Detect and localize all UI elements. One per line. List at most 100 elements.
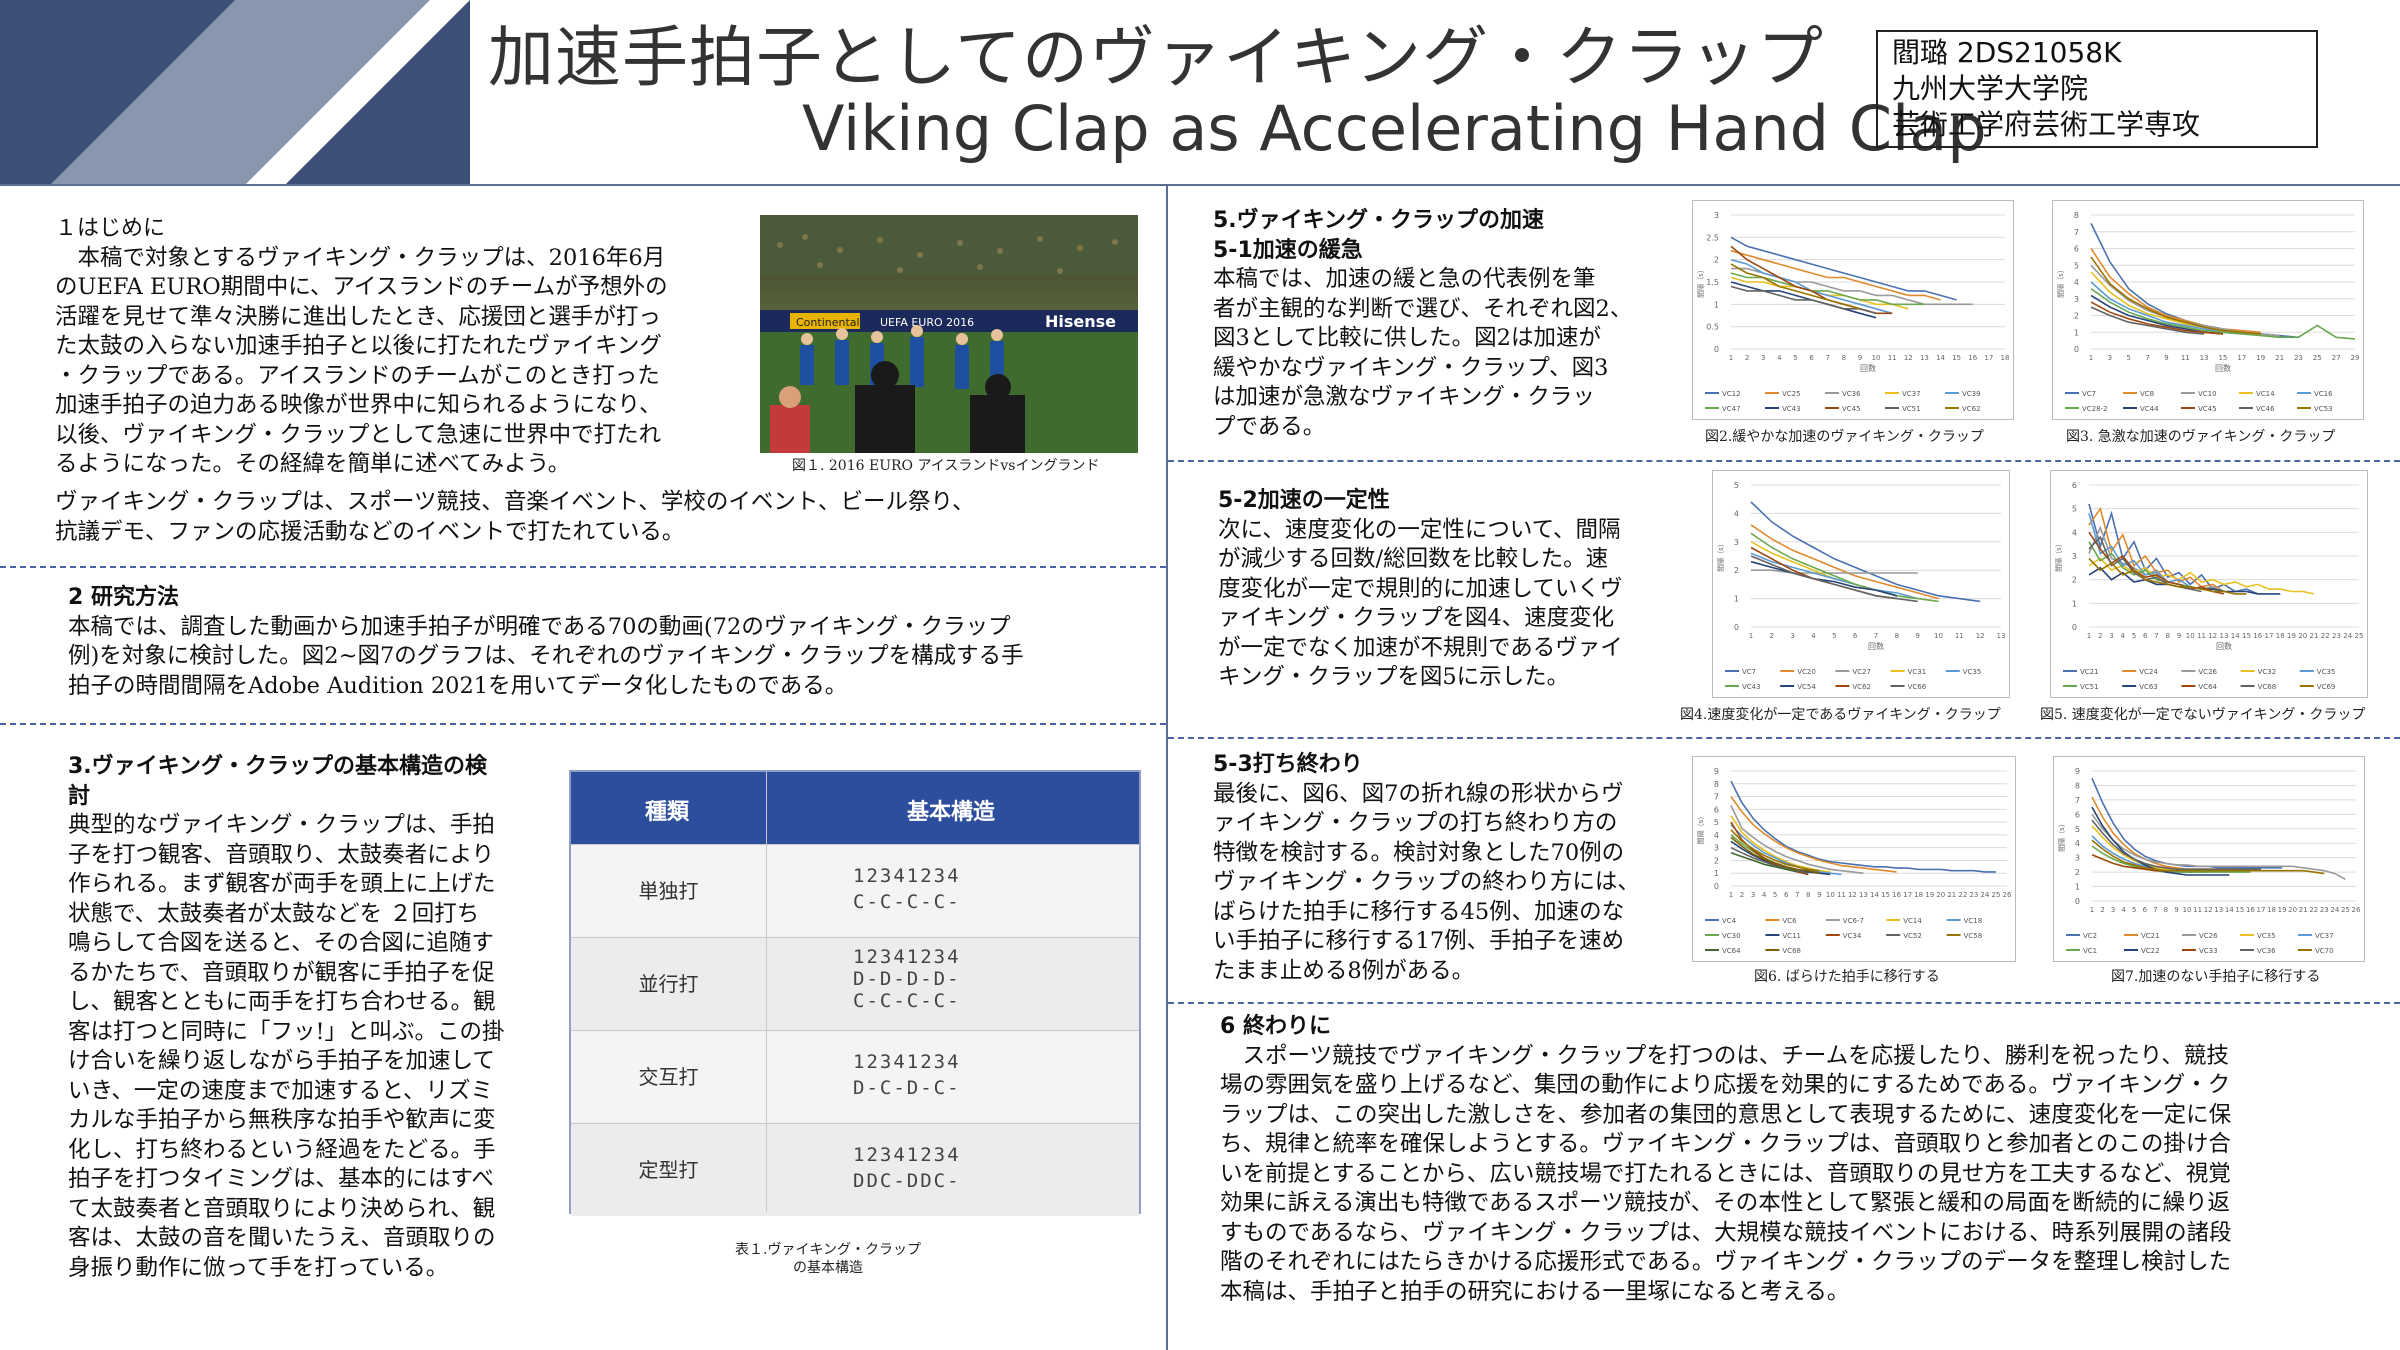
series-line-vc20 bbox=[1750, 524, 1939, 600]
section-introduction: １はじめに 本稿で対象とするヴァイキング・クラップは、2016年6月 のUEFA… bbox=[55, 214, 755, 480]
figure-7-caption: 図7.加速のない手拍子に移行する bbox=[2111, 969, 2321, 985]
y-tick-label: 7 bbox=[2074, 228, 2079, 237]
x-tick-label: 19 bbox=[2278, 906, 2287, 914]
author-box: 閻璐 2DS21058K 九州大学大学院 芸術工学府芸術工学専攻 bbox=[1876, 30, 2318, 148]
x-tick-label: 21 bbox=[2275, 354, 2284, 362]
x-tick-label: 11 bbox=[2181, 354, 2190, 362]
x-tick-label: 8 bbox=[1842, 354, 1846, 362]
y-tick-label: 8 bbox=[1714, 780, 1719, 789]
series-line-vc35 bbox=[1750, 552, 1918, 600]
legend-label: VC68 bbox=[1782, 947, 1801, 955]
x-tick-label: 1 bbox=[2087, 632, 2091, 640]
paragraph-line: 最後に、図6、図7の折れ線の形状からヴ bbox=[1213, 780, 1624, 807]
paragraph-line: 緩やかなヴァイキング・クラップ、図3 bbox=[1213, 354, 1609, 381]
author-affiliation-2: 芸術工学府芸術工学専攻 bbox=[1892, 108, 2201, 141]
divider-5-1-5-2 bbox=[1168, 460, 2400, 462]
x-tick-label: 15 bbox=[2219, 354, 2228, 362]
legend-label: VC14 bbox=[2256, 390, 2275, 398]
section-introduction-tail: ヴァイキング・クラップは、スポーツ競技、音楽イベント、学校のイベント、ビール祭り… bbox=[55, 488, 1155, 547]
legend-label: VC63 bbox=[2139, 683, 2158, 691]
legend-label: VC64 bbox=[1722, 947, 1741, 955]
x-tick-label: 6 bbox=[2143, 906, 2148, 914]
x-tick-label: 25 bbox=[2355, 632, 2364, 640]
legend-label: VC33 bbox=[2199, 947, 2218, 955]
beat-pattern: C-C-C-C- bbox=[853, 891, 961, 913]
x-tick-label: 2 bbox=[1745, 354, 1749, 362]
x-tick-label: 20 bbox=[2288, 906, 2297, 914]
table-cell-kind: 定型打 bbox=[638, 1158, 699, 1182]
legend-label: VC58 bbox=[1964, 932, 1983, 940]
series-line-vc6-7 bbox=[1730, 805, 1864, 874]
subsection-heading: 5-2加速の一定性 bbox=[1218, 488, 1390, 513]
paragraph-line: カルな手拍子から無秩序な拍手や歓声に変 bbox=[68, 1107, 496, 1133]
y-tick-label: 0 bbox=[2072, 623, 2077, 632]
paragraph-line: 活躍を見せて準々決勝に進出したとき、応援団と選手が打っ bbox=[55, 303, 661, 330]
table-header: 種類 基本構造 bbox=[571, 772, 1139, 844]
paragraph-line: 本稿は、手拍子と拍手の研究における一里塚になると考える。 bbox=[1220, 1278, 1850, 1305]
paragraph-line: キング・クラップを図5に示した。 bbox=[1218, 664, 1570, 690]
x-tick-label: 5 bbox=[1773, 891, 1777, 899]
figure-5-caption: 図5. 速度変化が一定でないヴァイキング・クラップ bbox=[2040, 707, 2366, 723]
series-line-vc52 bbox=[1730, 846, 1809, 874]
paragraph-line: ・クラップである。アイスランドのチームがこのとき打った bbox=[55, 362, 660, 389]
x-tick-label: 24 bbox=[1980, 891, 1989, 899]
structure-table: 種類 基本構造 単独打 12341234 C-C-C-C- 並行打 1234123… bbox=[569, 770, 1141, 1216]
x-tick-label: 9 bbox=[1858, 354, 1862, 362]
x-tick-label: 8 bbox=[2166, 632, 2170, 640]
y-tick-label: 3 bbox=[2072, 552, 2077, 561]
column-divider bbox=[1166, 186, 1168, 1350]
series-line-vc6 bbox=[1730, 796, 1897, 873]
series-line-vc45 bbox=[2090, 301, 2224, 335]
y-tick-label: 6 bbox=[2074, 245, 2079, 254]
section-acceleration: 5.ヴァイキング・クラップの加速 5-1加速の緩急 本稿では、加速の緩と急の代表… bbox=[1213, 206, 1683, 442]
series-line-vc43 bbox=[1730, 281, 1877, 319]
x-tick-label: 8 bbox=[1895, 632, 1899, 640]
section-heading: １はじめに bbox=[55, 216, 166, 241]
series-line-vc12 bbox=[1730, 236, 1957, 301]
table-row: 単独打 12341234 C-C-C-C- bbox=[571, 844, 1139, 937]
y-tick-label: 4 bbox=[1734, 509, 1739, 518]
y-axis-label: 間隔（s） bbox=[2056, 266, 2065, 298]
x-tick-label: 22 bbox=[1958, 891, 1967, 899]
paragraph-line: 者が主観的な判断で選び、それぞれ図2、 bbox=[1213, 295, 1633, 322]
legend-label: VC35 bbox=[2257, 932, 2276, 940]
x-tick-label: 5 bbox=[2132, 906, 2136, 914]
x-tick-label: 16 bbox=[2253, 632, 2262, 640]
table-header-structure: 基本構造 bbox=[907, 800, 996, 825]
paragraph-line: たまま止める8例がある。 bbox=[1213, 957, 1475, 984]
x-tick-label: 15 bbox=[1952, 354, 1961, 362]
series-line-vc68 bbox=[1730, 836, 1820, 874]
x-tick-label: 16 bbox=[2246, 906, 2255, 914]
x-tick-label: 21 bbox=[2299, 906, 2308, 914]
y-tick-label: 2 bbox=[2074, 312, 2079, 321]
legend-label: VC18 bbox=[1964, 917, 1983, 925]
legend-label: VC26 bbox=[2199, 932, 2218, 940]
x-tick-label: 11 bbox=[1837, 891, 1846, 899]
legend-label: VC47 bbox=[1722, 405, 1741, 413]
x-tick-label: 10 bbox=[1872, 354, 1881, 362]
header-divider bbox=[0, 184, 2400, 186]
x-tick-label: 18 bbox=[2276, 632, 2285, 640]
y-tick-label: 8 bbox=[2075, 781, 2080, 790]
paragraph-line: 以後、ヴァイキング・クラップとして急速に世界中で打たれ bbox=[55, 421, 662, 448]
x-tick-label: 27 bbox=[2332, 354, 2341, 362]
y-axis-label: 間隔（s） bbox=[1716, 540, 1725, 572]
y-tick-label: 4 bbox=[2075, 839, 2080, 848]
x-axis-label: 回数 bbox=[1860, 363, 1876, 373]
legend-label: VC64 bbox=[2198, 683, 2217, 691]
y-tick-label: 3 bbox=[1714, 844, 1719, 853]
legend-label: VC12 bbox=[1722, 390, 1741, 398]
series-line-vc62 bbox=[1730, 263, 1861, 310]
x-tick-label: 3 bbox=[1790, 632, 1794, 640]
subsection-heading: 5-3打ち終わり bbox=[1213, 752, 1363, 777]
series-line-vc54 bbox=[1750, 560, 1898, 597]
legend-label: VC53 bbox=[2314, 405, 2333, 413]
paragraph-line: 場の雰囲気を盛り上げるなど、集団の動作により応援を効果的にするためである。ヴァイ… bbox=[1220, 1072, 2231, 1098]
x-tick-label: 1 bbox=[1729, 891, 1733, 899]
author-id: 閻璐 2DS21058K bbox=[1892, 36, 2122, 69]
paragraph-line: 客は、太鼓の音を聞いたうえ、音頭取りの bbox=[68, 1225, 496, 1251]
legend-label: VC32 bbox=[2258, 668, 2277, 676]
x-tick-label: 8 bbox=[2164, 906, 2168, 914]
